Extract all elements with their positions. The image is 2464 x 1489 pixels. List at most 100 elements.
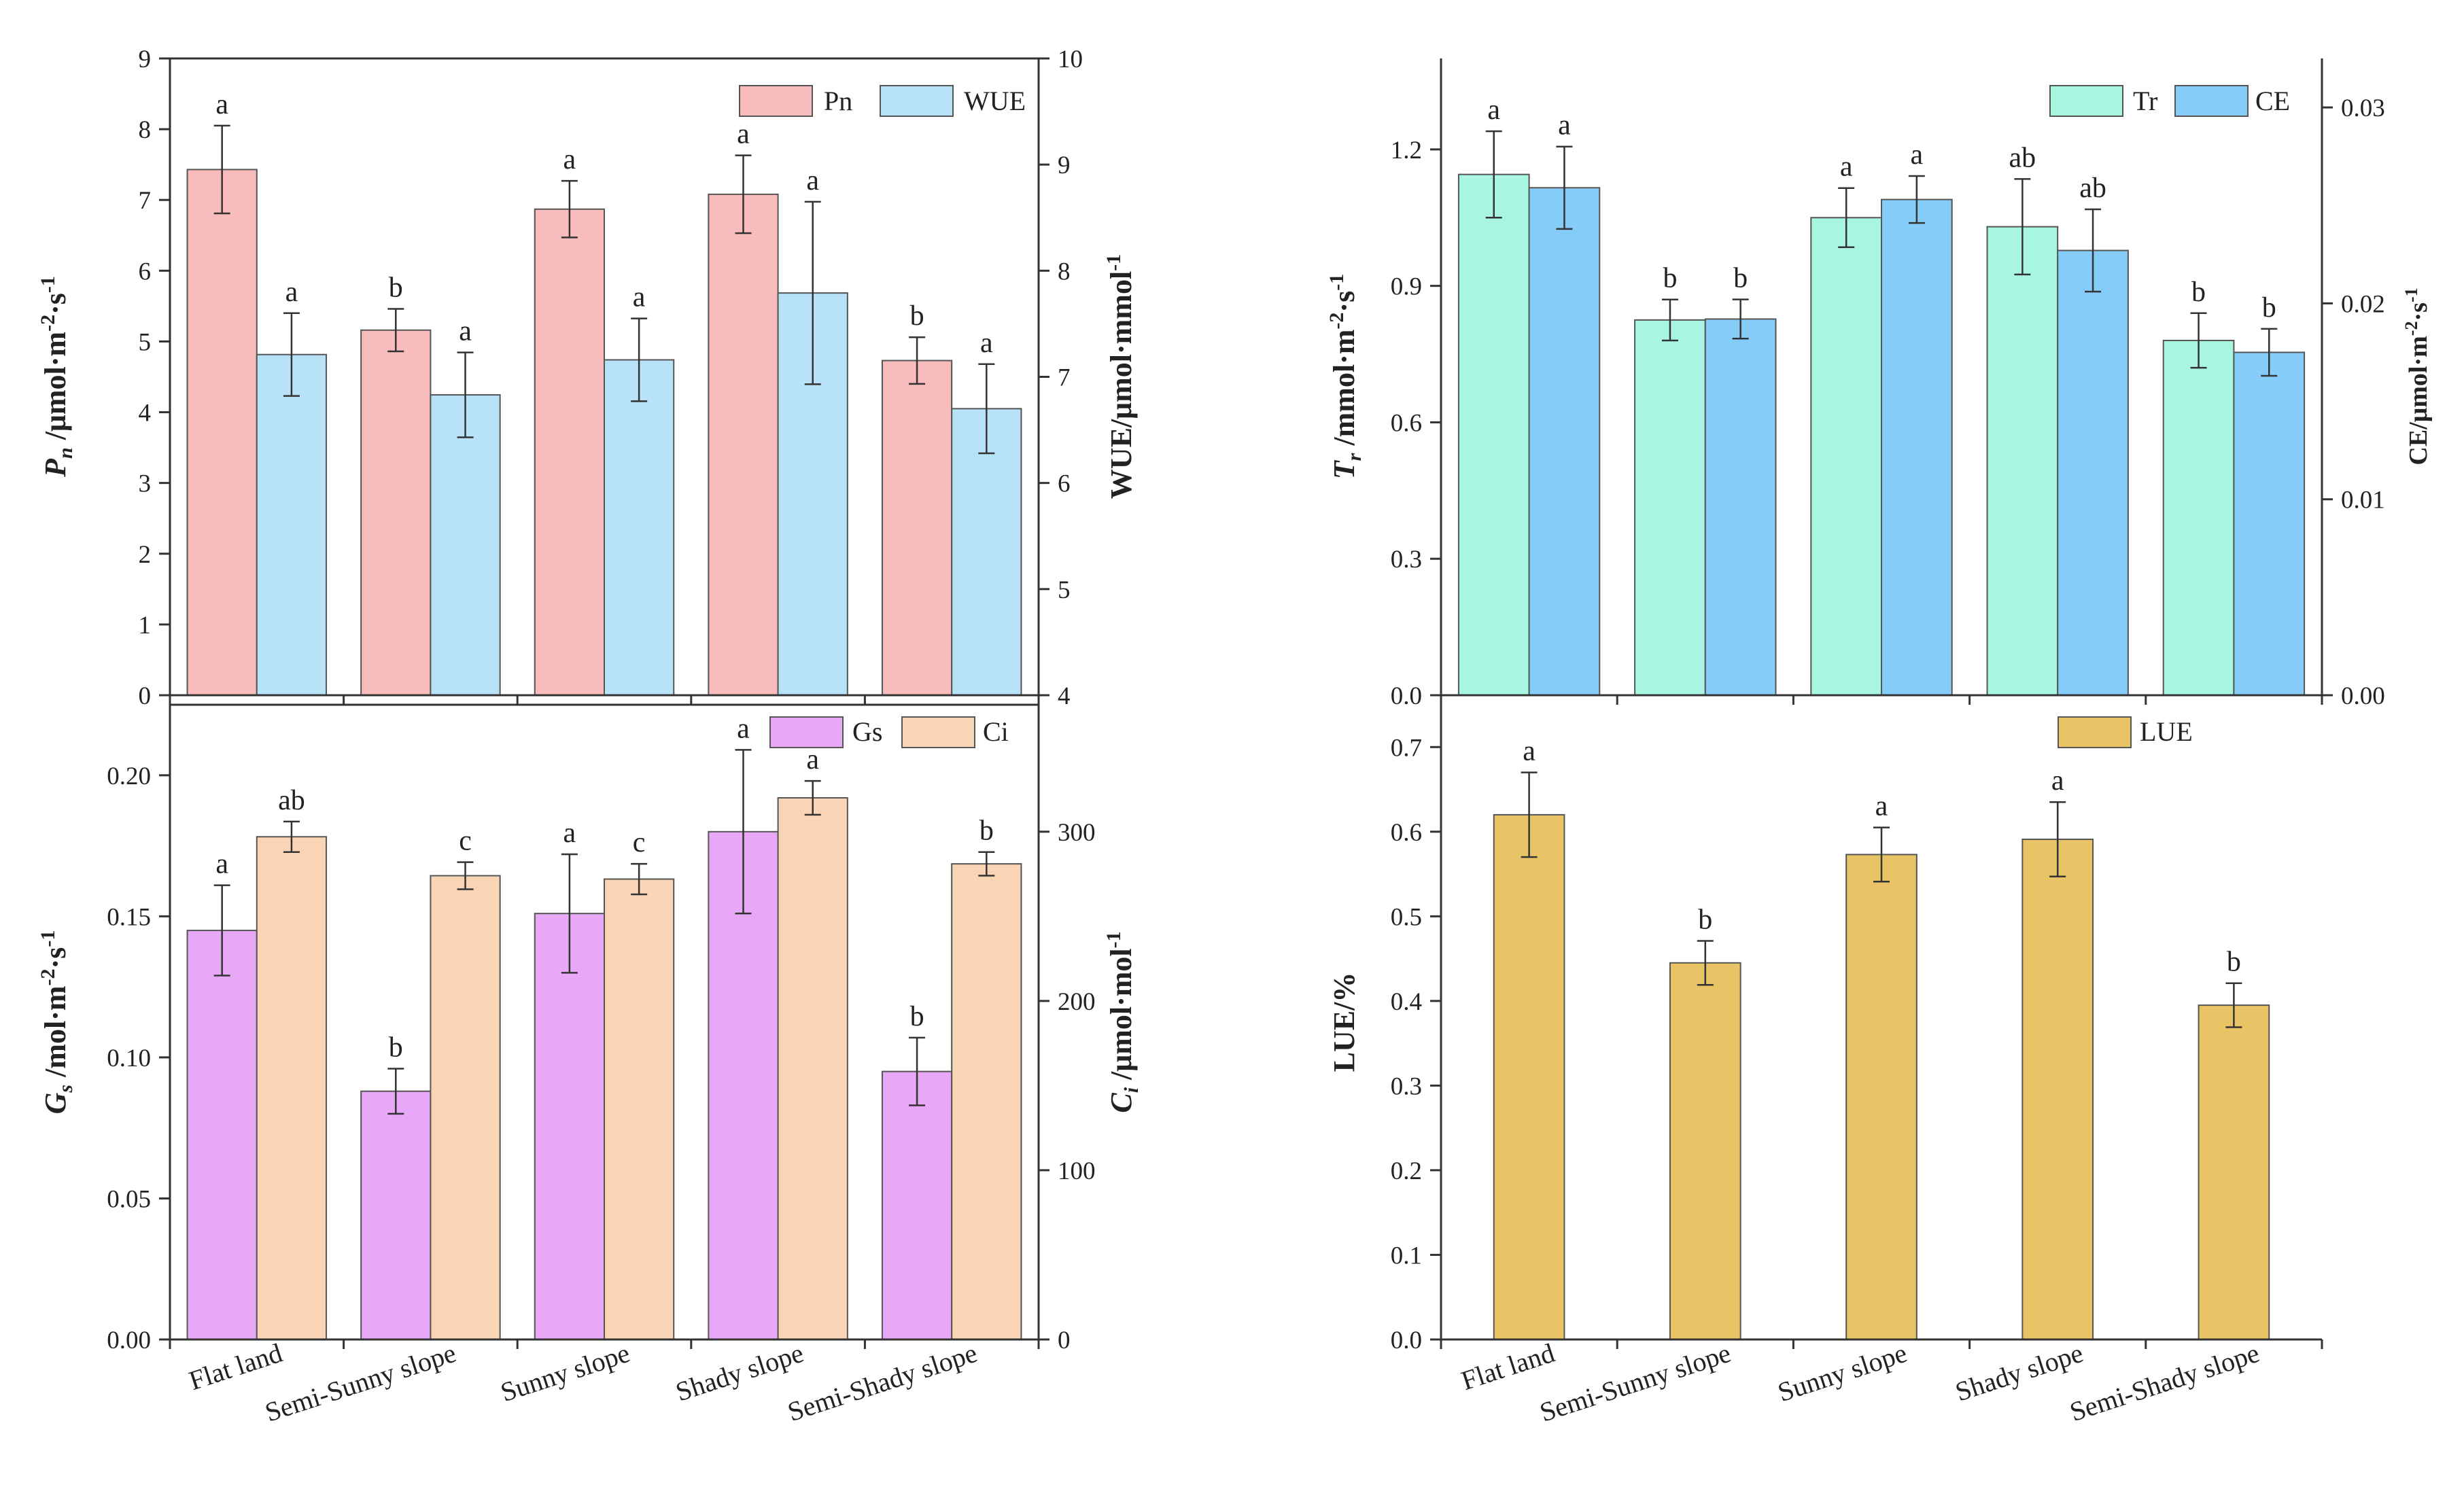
bar-lue-flat-land (1493, 813, 1565, 1340)
bar-tr-semi-shady-slope (2162, 339, 2235, 696)
sig-label-lue-semi-sunny-slope: b (1698, 904, 1712, 935)
category-label-flat-land: Flat land (1457, 1337, 1558, 1396)
gs-axis-title: Gs /mol·m-2·s-1 (37, 930, 77, 1115)
sig-label-lue-semi-shady-slope: b (2227, 947, 2241, 978)
top-left-left-tick-label: 4 (139, 400, 152, 427)
error-bar-gs-semi-shady-slope (909, 1036, 926, 1106)
top-left-right-tick-label: 4 (1058, 682, 1071, 710)
top-right-right-tick-label: 0.02 (2341, 290, 2385, 318)
panel-pn-wue-frame (169, 57, 1040, 697)
top-right-left-tick-label: 1.2 (1391, 137, 1422, 164)
error-bar-lue-shady-slope (2049, 801, 2066, 878)
legend-swatch-ci (901, 716, 975, 748)
bar-pn-shady-slope (708, 193, 779, 697)
error-bar-gs-shady-slope (735, 749, 752, 915)
sig-label-tr-shady-slope: ab (2009, 142, 2036, 173)
legend-tr-ce: Tr CE (2049, 85, 2290, 117)
sig-label-lue-shady-slope: a (2051, 765, 2064, 796)
category-label-semi-sunny-slope: Semi-Sunny slope (1536, 1337, 1735, 1428)
panel-lue-frame (1440, 705, 2322, 1341)
bottom-left-left-tick-label: 0.10 (107, 1045, 151, 1072)
error-bar-pn-semi-sunny-slope (387, 308, 404, 353)
top-right-left-tick-label: 0.3 (1391, 546, 1422, 574)
error-bar-wue-sunny-slope (631, 317, 648, 402)
bar-ce-semi-shady-slope (2233, 351, 2306, 696)
error-bar-ci-semi-shady-slope (978, 851, 995, 877)
legend-swatch-lue (2058, 716, 2132, 748)
tr-axis-title: Tr /mmol·m-2·s-1 (1325, 274, 1366, 479)
top-left-right-tick-label: 7 (1058, 364, 1071, 392)
top-right-left-tick-label: 0.6 (1391, 409, 1422, 437)
pn-axis-title: Pn /μmol·m-2·s-1 (37, 276, 77, 478)
error-bar-ce-semi-sunny-slope (1732, 298, 1749, 340)
error-bar-pn-sunny-slope (561, 179, 578, 239)
bottom-right-left-tick-label: 0.6 (1391, 819, 1422, 847)
legend-lue: LUE (2058, 716, 2193, 748)
sig-label-tr-flat-land: a (1487, 94, 1500, 126)
bar-ce-shady-slope (2057, 249, 2129, 696)
category-label-shady-slope: Shady slope (1951, 1337, 2087, 1407)
category-label-semi-shady-slope: Semi-Shady slope (784, 1337, 981, 1427)
category-label-semi-sunny-slope: Semi-Sunny slope (261, 1337, 459, 1428)
sig-label-ce-flat-land: a (1558, 110, 1571, 141)
bottom-left-left-tick-label: 0.00 (107, 1327, 151, 1354)
ce-axis-title: CE/μmol·m-2·s-1 (2401, 287, 2433, 465)
bar-tr-sunny-slope (1810, 217, 1883, 696)
error-bar-pn-flat-land (213, 124, 230, 215)
bottom-left-left-tick-label: 0.05 (107, 1185, 151, 1213)
bar-pn-sunny-slope (534, 208, 606, 696)
error-bar-tr-semi-sunny-slope (1661, 298, 1678, 342)
sig-label-pn-shady-slope: a (737, 119, 750, 150)
legend-gs-ci: Gs Ci (769, 716, 1009, 748)
panel-tr-ce-frame (1440, 58, 2323, 697)
sig-label-gs-sunny-slope: a (563, 818, 576, 849)
bar-wue-sunny-slope (604, 359, 675, 696)
bottom-left-right-tick-label: 0 (1058, 1327, 1071, 1354)
error-bar-ce-flat-land (1556, 145, 1573, 230)
bar-wue-flat-land (256, 353, 328, 697)
legend-label-ce: CE (2255, 86, 2290, 116)
error-bar-ce-shady-slope (2085, 208, 2102, 293)
sig-label-ce-semi-sunny-slope: b (1733, 263, 1748, 294)
sig-label-pn-flat-land: a (215, 89, 228, 120)
error-bar-ce-sunny-slope (1908, 175, 1925, 224)
error-bar-wue-flat-land (283, 312, 300, 397)
bottom-right-left-tick-label: 0.1 (1391, 1242, 1422, 1269)
bottom-right-left-tick-label: 0.0 (1391, 1327, 1422, 1354)
bar-tr-shady-slope (1986, 226, 2059, 696)
legend-pn-wue: Pn WUE (739, 85, 1026, 117)
bottom-left-left-tick-label: 0.20 (107, 763, 151, 790)
bar-lue-shady-slope (2021, 839, 2094, 1341)
bar-pn-flat-land (186, 169, 258, 696)
bar-wue-semi-sunny-slope (430, 394, 501, 696)
top-right-right-tick-label: 0.00 (2341, 682, 2385, 710)
legend-label-tr: Tr (2133, 86, 2157, 116)
lue-axis-title: LUE/% (1328, 973, 1361, 1072)
category-label-sunny-slope: Sunny slope (1774, 1337, 1911, 1408)
bar-gs-semi-sunny-slope (360, 1090, 432, 1341)
sig-label-pn-sunny-slope: a (563, 144, 576, 175)
top-right-left-tick-label: 0.9 (1391, 273, 1422, 301)
bar-ci-sunny-slope (604, 878, 675, 1340)
bar-gs-sunny-slope (534, 913, 606, 1340)
error-bar-lue-sunny-slope (1873, 826, 1890, 883)
bar-ce-sunny-slope (1881, 198, 1953, 696)
category-label-semi-shady-slope: Semi-Shady slope (2066, 1337, 2263, 1427)
sig-label-wue-semi-shady-slope: a (980, 328, 993, 359)
bar-gs-flat-land (186, 930, 258, 1340)
bar-gs-shady-slope (708, 830, 779, 1341)
top-right-left-tick-label: 0.0 (1391, 682, 1422, 710)
bar-wue-semi-shady-slope (951, 408, 1022, 696)
sig-label-tr-semi-sunny-slope: b (1663, 263, 1677, 294)
error-bar-gs-semi-sunny-slope (387, 1068, 404, 1115)
bottom-left-left-tick-label: 0.15 (107, 903, 151, 931)
ci-axis-title: Ci /μmol·mol-1 (1103, 931, 1143, 1113)
bottom-left-right-tick-label: 300 (1058, 819, 1096, 847)
top-right-right-tick-label: 0.03 (2341, 94, 2385, 122)
bottom-left-right-tick-label: 200 (1058, 988, 1096, 1016)
top-left-right-tick-label: 10 (1058, 46, 1083, 73)
